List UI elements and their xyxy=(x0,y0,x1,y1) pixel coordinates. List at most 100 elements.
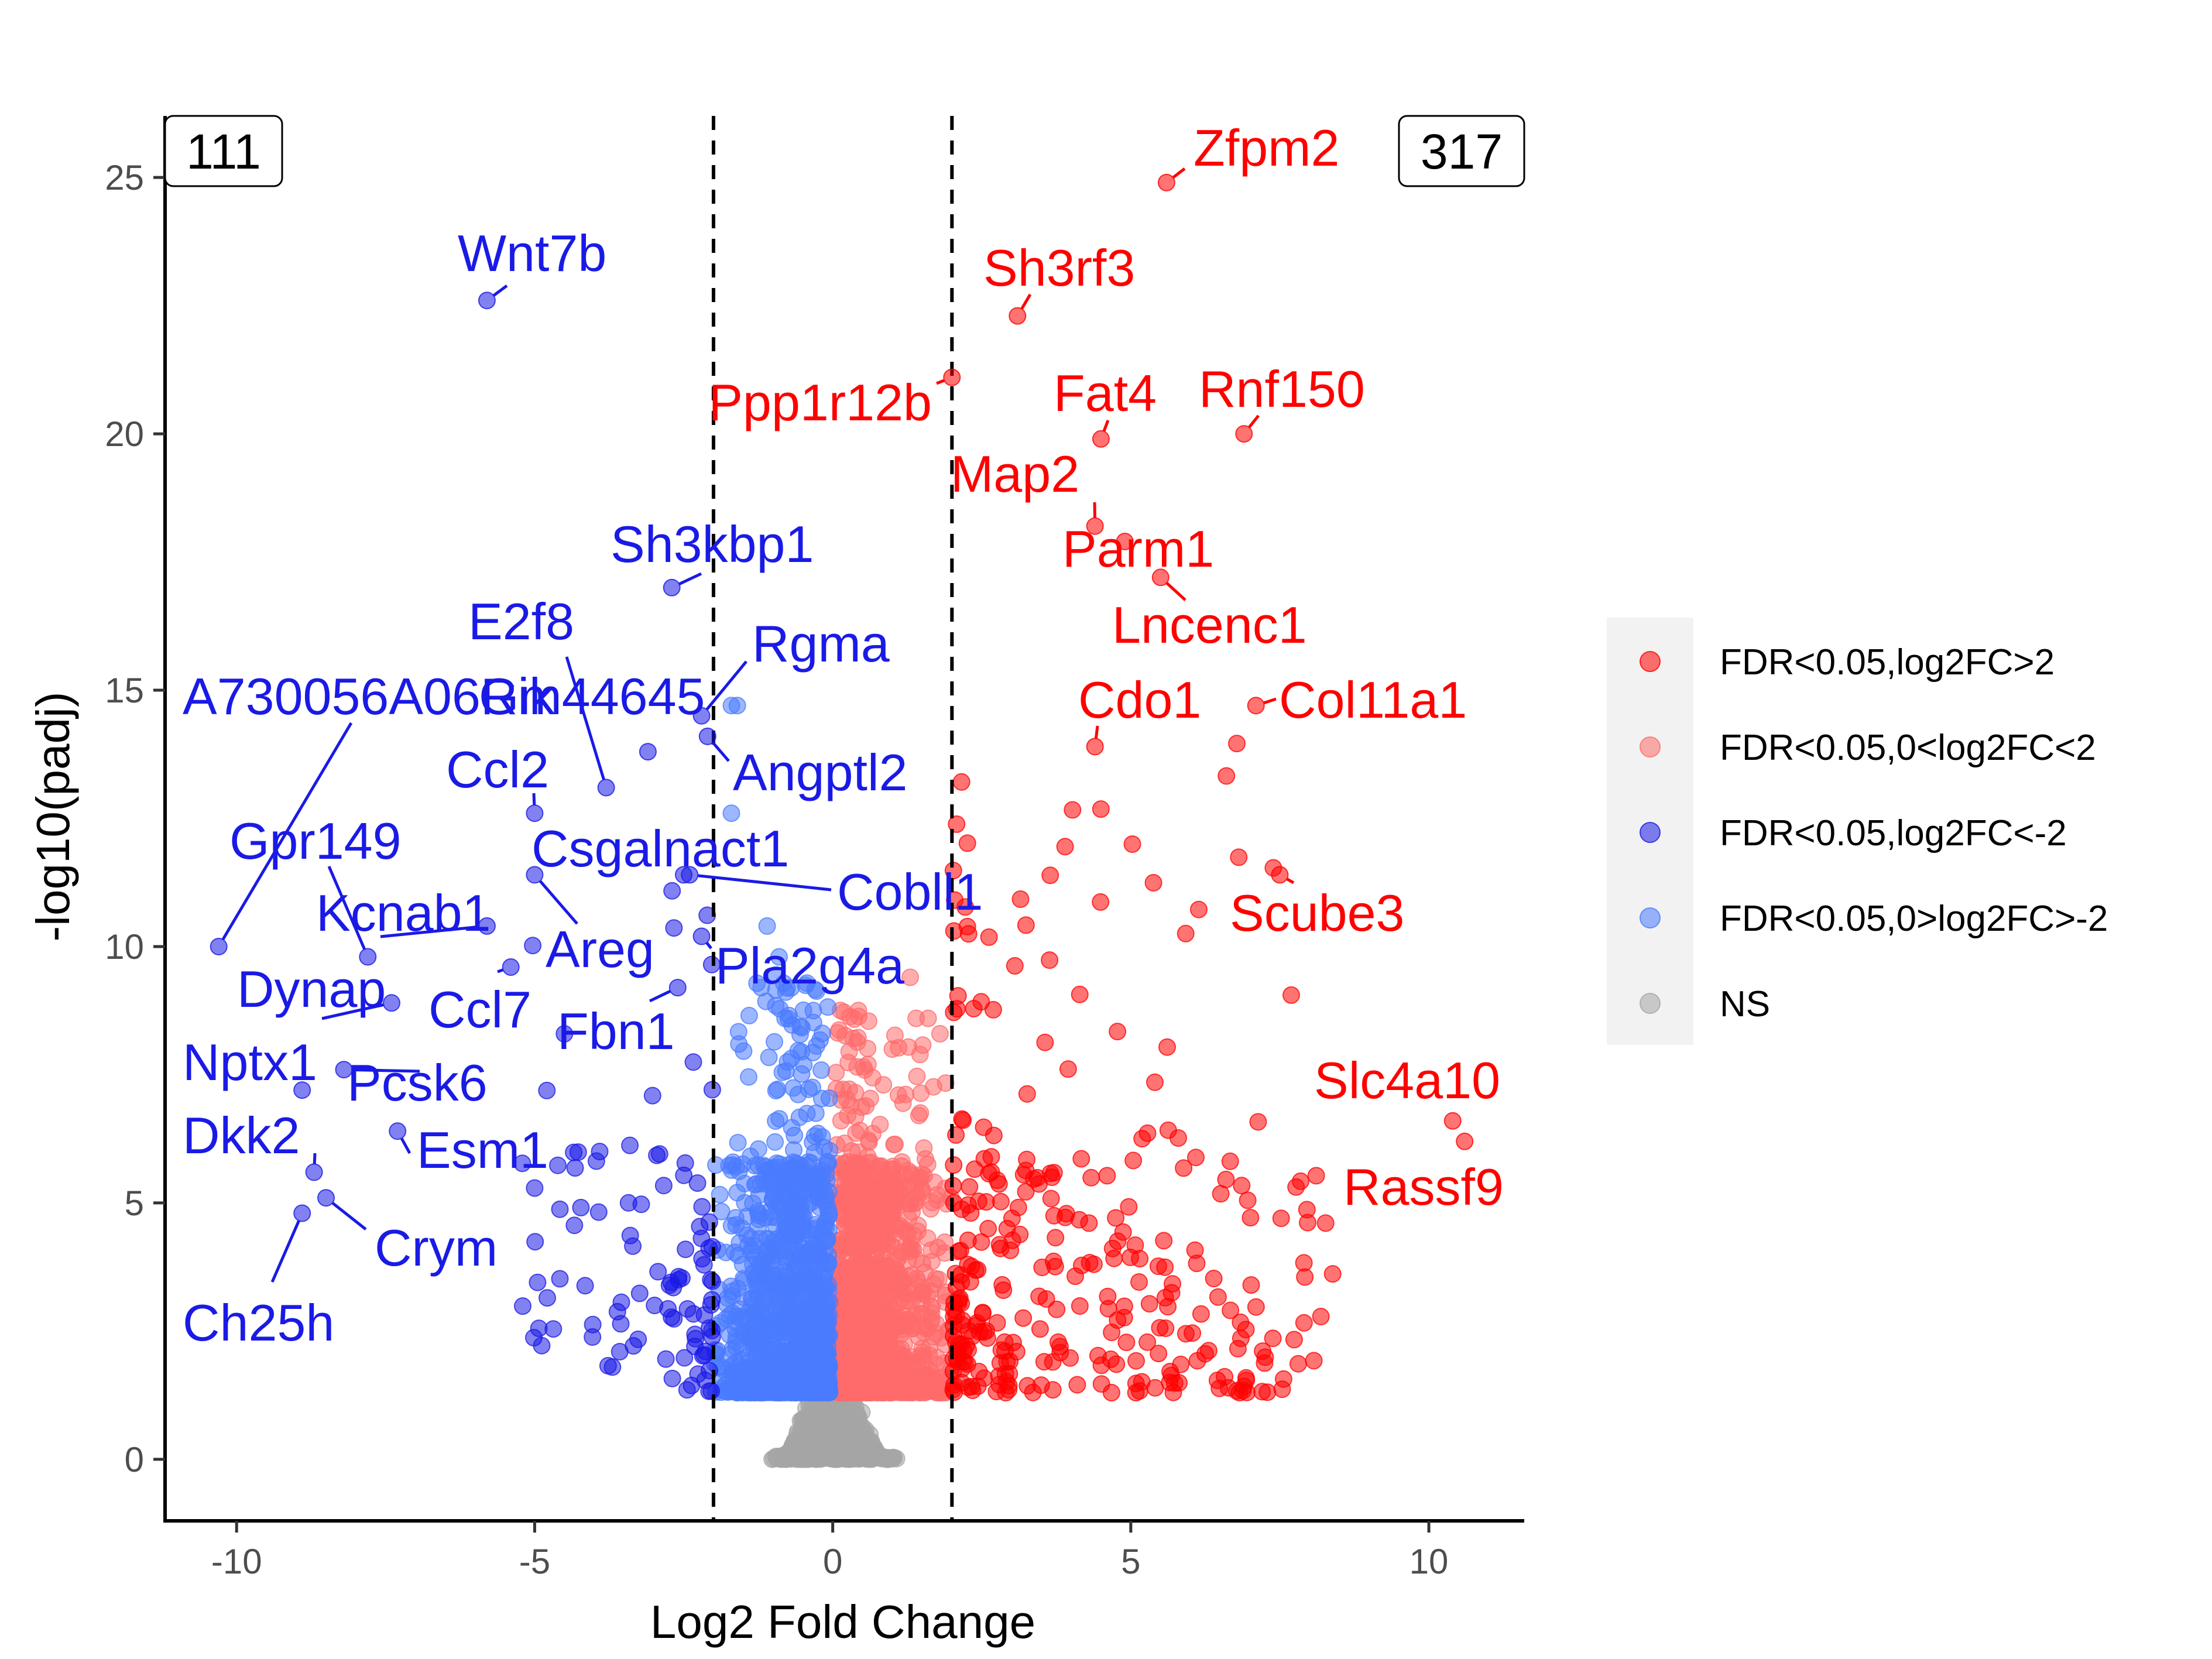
gene-label-dkk2: Dkk2 xyxy=(183,1106,300,1164)
up-weak-point xyxy=(871,1116,889,1133)
up-strong-point xyxy=(1030,1175,1048,1193)
gene-label-gm44645: Gm44645 xyxy=(479,667,705,725)
up-strong-point xyxy=(953,1316,971,1334)
gene-label-cdo1: Cdo1 xyxy=(1078,671,1201,729)
down-strong-point xyxy=(632,1195,650,1214)
down-weak-point xyxy=(808,982,825,1000)
up-strong-point xyxy=(998,1219,1016,1238)
up-strong-point xyxy=(1115,1308,1133,1326)
legend-label: NS xyxy=(1720,984,1770,1024)
gene-label-csgalnact1: Csgalnact1 xyxy=(531,820,789,878)
up-weak-point xyxy=(847,1154,865,1172)
connector-fbn1 xyxy=(649,989,671,1003)
down-weak-point xyxy=(742,1147,759,1166)
up-strong-point xyxy=(1146,1379,1164,1397)
up-weak-point xyxy=(878,1233,896,1251)
up-strong-point xyxy=(984,1000,1002,1019)
down-weak-point xyxy=(799,1243,817,1261)
up-strong-point xyxy=(1056,838,1074,856)
down-weak-point xyxy=(806,1368,824,1386)
labeled-point-slc4a10 xyxy=(1443,1112,1462,1130)
up-strong-point xyxy=(1098,1167,1116,1185)
up-strong-point xyxy=(1045,1206,1063,1225)
up-strong-point xyxy=(1066,1267,1084,1286)
down-strong-point xyxy=(566,1159,584,1177)
y-tick-label: 10 xyxy=(105,927,144,966)
down-strong-point xyxy=(670,1271,688,1289)
down-strong-point xyxy=(692,1229,711,1247)
down-weak-point xyxy=(820,1089,838,1107)
legend-item-down-strong: FDR<0.05,log2FC<-2 xyxy=(1640,813,2067,854)
gene-label-ppp1r12b: Ppp1r12b xyxy=(708,373,932,431)
up-strong-point xyxy=(1024,1383,1042,1401)
up-weak-point xyxy=(847,1124,865,1142)
up-strong-point xyxy=(1253,1383,1271,1401)
up-strong-point xyxy=(1287,1178,1305,1196)
gene-label-parm1: Parm1 xyxy=(1062,520,1214,578)
legend-swatch xyxy=(1640,736,1661,757)
up-strong-point xyxy=(1044,1353,1062,1371)
ns-point xyxy=(812,1446,831,1464)
down-strong-point xyxy=(688,1174,707,1192)
up-strong-point xyxy=(1071,985,1089,1003)
gene-label-map2: Map2 xyxy=(951,445,1079,503)
down-weak-point xyxy=(817,1187,835,1205)
up-weak-point xyxy=(924,1078,942,1096)
up-strong-point xyxy=(1196,1345,1214,1363)
down-weak-point xyxy=(819,998,837,1016)
up-strong-point xyxy=(1221,1152,1239,1170)
gene-label-pla2g4a: Pla2g4a xyxy=(715,937,904,995)
down-count-text: 111 xyxy=(186,124,261,179)
legend-label: FDR<0.05,0>log2FC>-2 xyxy=(1720,899,2108,939)
up-strong-point xyxy=(988,1314,1006,1332)
up-weak-point xyxy=(863,1068,882,1086)
up-strong-point xyxy=(958,917,976,935)
down-strong-point xyxy=(650,1145,668,1163)
up-weak-point xyxy=(901,1195,919,1213)
legend-swatch xyxy=(1640,651,1661,672)
up-strong-point xyxy=(988,1171,1006,1190)
up-weak-point xyxy=(842,1233,860,1252)
gene-label-dynap: Dynap xyxy=(237,960,386,1018)
up-strong-point xyxy=(1041,866,1059,885)
down-weak-point xyxy=(790,1108,808,1126)
up-weak-point xyxy=(844,1370,862,1388)
down-strong-point xyxy=(684,1053,702,1071)
up-strong-point xyxy=(1230,1383,1249,1401)
down-strong-point xyxy=(678,1381,696,1399)
up-strong-point xyxy=(1122,1248,1139,1266)
down-weak-point xyxy=(730,1357,748,1375)
gene-label-areg: Areg xyxy=(546,920,654,978)
up-strong-point xyxy=(1230,848,1248,866)
up-weak-point xyxy=(900,1292,918,1310)
down-strong-point xyxy=(702,1296,720,1314)
down-weak-point xyxy=(729,1134,747,1151)
up-weak-point xyxy=(897,1085,915,1103)
down-weak-point xyxy=(751,1230,769,1248)
up-strong-point xyxy=(1233,1177,1251,1195)
down-strong-point xyxy=(654,1177,673,1195)
up-strong-point xyxy=(1264,1329,1282,1348)
labeled-point-fat4 xyxy=(1092,430,1110,448)
up-strong-point xyxy=(1242,1276,1260,1294)
down-strong-point xyxy=(526,1233,544,1251)
down-strong-point xyxy=(676,1154,694,1172)
down-weak-point xyxy=(791,1026,809,1044)
labeled-point-fbn1 xyxy=(668,979,687,997)
down-strong-point xyxy=(643,1086,661,1105)
up-strong-point xyxy=(947,1126,965,1144)
y-tick-label: 15 xyxy=(105,671,144,710)
up-strong-point xyxy=(1217,1170,1235,1188)
labeled-point-ccl7 xyxy=(502,958,520,976)
up-weak-point xyxy=(850,1170,869,1188)
up-strong-point xyxy=(1249,1113,1267,1131)
labeled-point-scube3 xyxy=(1271,866,1289,884)
up-weak-point xyxy=(863,1331,881,1349)
up-strong-point xyxy=(1218,767,1236,785)
up-strong-point xyxy=(1274,1370,1292,1388)
up-strong-point xyxy=(1159,1121,1177,1139)
down-weak-point xyxy=(774,1278,793,1296)
down-strong-point xyxy=(529,1273,547,1291)
down-weak-point xyxy=(787,1312,805,1331)
